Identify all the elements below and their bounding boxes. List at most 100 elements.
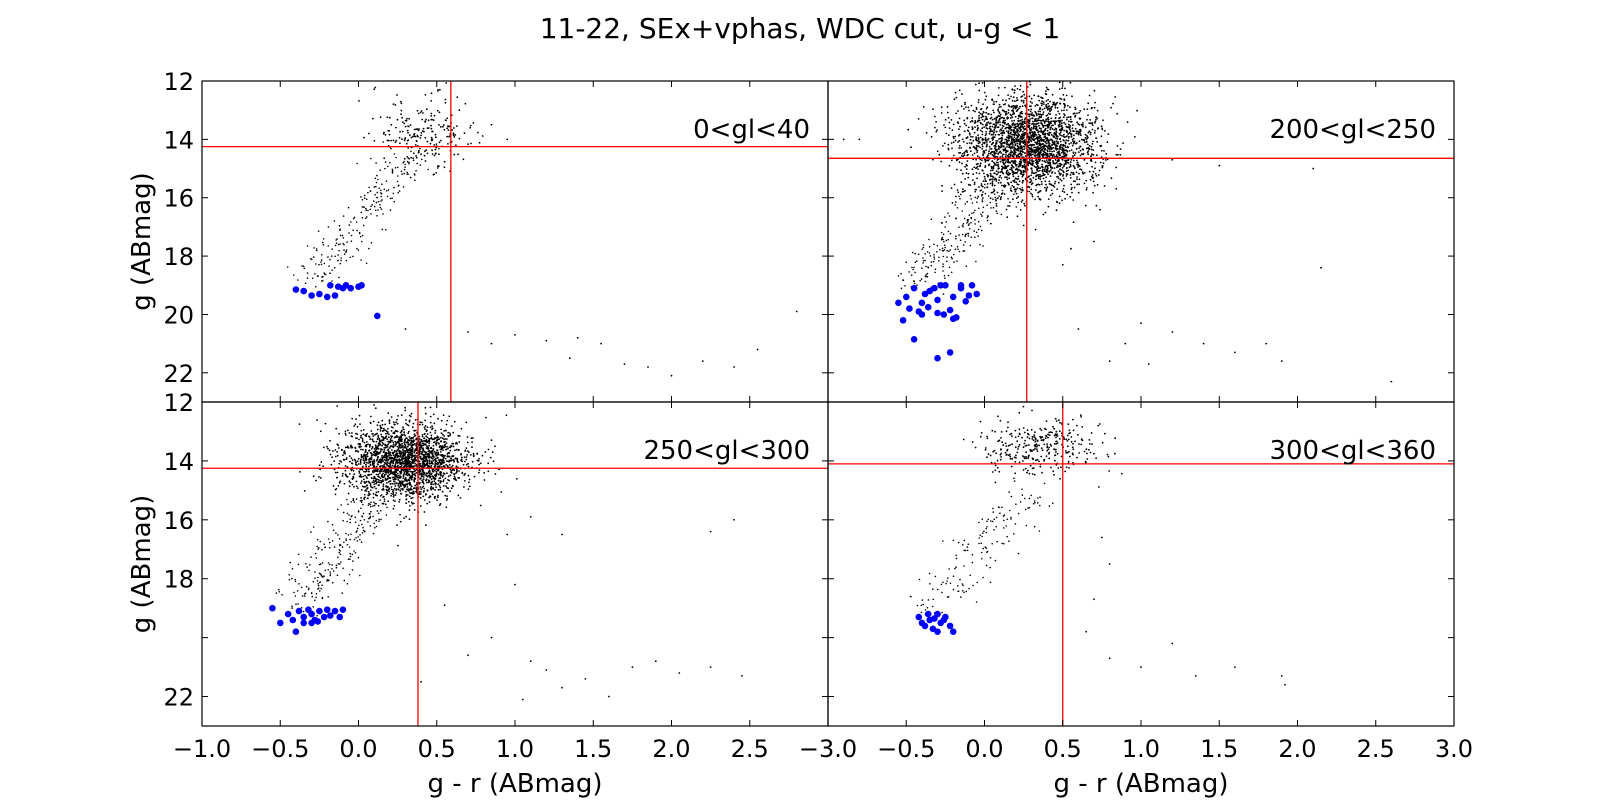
star-point xyxy=(1033,172,1036,175)
star-point xyxy=(998,141,1001,144)
star-point xyxy=(469,124,472,127)
star-point xyxy=(397,191,400,194)
star-point xyxy=(1073,167,1076,170)
star-point xyxy=(1077,166,1079,168)
star-point xyxy=(360,240,363,243)
star-point xyxy=(362,224,365,227)
star-point xyxy=(922,246,925,249)
star-point xyxy=(378,476,381,478)
star-point xyxy=(992,103,995,105)
star-point xyxy=(1072,140,1074,143)
star-point xyxy=(995,119,998,122)
star-point xyxy=(364,474,366,477)
star-point xyxy=(468,478,471,481)
star-point xyxy=(1063,113,1065,115)
star-point xyxy=(1075,130,1078,133)
star-point xyxy=(1041,149,1044,151)
star-point xyxy=(992,167,995,170)
star-point xyxy=(1032,176,1035,179)
star-point xyxy=(422,112,424,114)
star-point xyxy=(432,448,435,451)
star-point xyxy=(1043,136,1046,139)
star-point xyxy=(912,268,914,271)
star-point xyxy=(394,440,397,443)
star-point xyxy=(998,176,1001,179)
star-point xyxy=(956,245,959,248)
star-point xyxy=(457,434,460,437)
star-point xyxy=(1077,328,1080,330)
star-point xyxy=(1041,64,1043,66)
selected-star-point xyxy=(331,292,339,299)
star-point xyxy=(1016,145,1019,148)
star-point xyxy=(978,115,980,117)
star-point xyxy=(366,216,368,218)
star-point xyxy=(1065,94,1068,97)
star-point xyxy=(1058,162,1061,165)
selected-star-point xyxy=(937,282,944,289)
star-point xyxy=(1019,119,1022,122)
star-point xyxy=(387,481,390,483)
star-point xyxy=(914,261,917,264)
star-point xyxy=(304,282,307,285)
star-point xyxy=(1052,184,1055,187)
star-point xyxy=(374,450,376,453)
star-point xyxy=(1001,127,1004,129)
star-point xyxy=(1035,136,1038,139)
star-point xyxy=(942,233,945,236)
star-point xyxy=(1053,131,1056,134)
star-point xyxy=(434,148,437,151)
star-point xyxy=(1090,155,1092,158)
star-point xyxy=(991,160,994,163)
star-point xyxy=(388,116,391,119)
star-point xyxy=(1040,138,1043,141)
star-point xyxy=(1006,146,1008,148)
star-point xyxy=(969,184,972,187)
star-point xyxy=(494,473,497,475)
star-point xyxy=(1051,93,1054,96)
star-point xyxy=(354,423,357,426)
star-point xyxy=(982,197,984,199)
star-point xyxy=(1069,163,1072,166)
star-point xyxy=(981,82,984,84)
star-point xyxy=(998,179,1000,182)
star-point xyxy=(1012,129,1015,131)
star-point xyxy=(916,284,918,286)
star-point xyxy=(998,103,1001,106)
star-point xyxy=(1022,133,1025,135)
star-point xyxy=(1061,263,1064,266)
star-point xyxy=(1061,149,1064,152)
star-point xyxy=(306,245,309,247)
star-point xyxy=(1051,127,1054,130)
star-point xyxy=(406,486,409,488)
star-point xyxy=(390,435,392,438)
star-point xyxy=(364,194,366,197)
star-point xyxy=(1065,135,1067,138)
star-point xyxy=(379,169,382,171)
star-point xyxy=(446,472,448,475)
selected-star-point xyxy=(946,349,954,356)
star-point xyxy=(986,144,988,147)
star-point xyxy=(947,143,950,146)
star-point xyxy=(1045,168,1048,171)
star-point xyxy=(408,117,410,120)
star-point xyxy=(1024,166,1026,169)
star-point xyxy=(393,487,396,490)
star-point xyxy=(419,493,422,495)
star-point xyxy=(973,183,976,186)
star-point xyxy=(1051,184,1053,187)
star-point xyxy=(440,139,442,142)
star-point xyxy=(1037,139,1039,142)
star-point xyxy=(977,220,980,223)
star-point xyxy=(392,489,395,492)
star-point xyxy=(1058,145,1061,148)
star-point xyxy=(383,188,386,191)
star-point xyxy=(370,241,373,244)
star-point xyxy=(412,157,415,160)
star-point xyxy=(1016,142,1019,145)
star-point xyxy=(1068,166,1071,169)
star-point xyxy=(992,198,994,200)
star-point xyxy=(391,439,393,442)
star-point xyxy=(396,462,399,464)
star-point xyxy=(428,440,431,443)
star-point xyxy=(984,183,986,186)
